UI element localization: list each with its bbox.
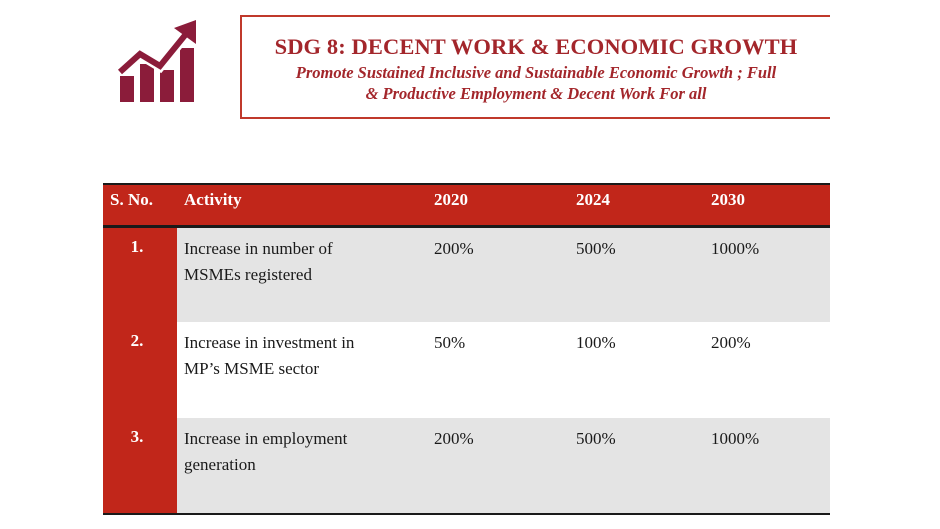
row-number: 3.	[103, 418, 177, 515]
table-row: 3. Increase in employment generation 200…	[103, 418, 830, 515]
activity-line-1: Increase in number of	[184, 238, 333, 258]
page-subtitle: Promote Sustained Inclusive and Sustaina…	[242, 62, 830, 104]
activity-cell: Increase in investment in MP’s MSME sect…	[177, 322, 427, 418]
value-2020: 200%	[427, 418, 569, 515]
header-box: SDG 8: DECENT WORK & ECONOMIC GROWTH Pro…	[240, 15, 830, 119]
value-2030: 1000%	[704, 226, 830, 322]
table-header-row: S. No. Activity 2020 2024 2030	[103, 183, 830, 228]
activity-line-1: Increase in employment	[184, 429, 348, 448]
column-header-2030: 2030	[704, 183, 830, 228]
value-2024: 500%	[569, 226, 704, 322]
value-2024: 100%	[569, 322, 704, 418]
value-2030: 200%	[704, 322, 830, 418]
activity-line-2: MSMEs registered	[184, 264, 312, 284]
subtitle-line-1: Promote Sustained Inclusive and Sustaina…	[295, 63, 777, 82]
table-row: 1. Increase in number of MSMEs registere…	[103, 226, 830, 322]
row-number: 1.	[103, 226, 177, 322]
column-header-activity: Activity	[177, 183, 427, 228]
table-row: 2. Increase in investment in MP’s MSME s…	[103, 322, 830, 418]
row-number: 2.	[103, 322, 177, 418]
activity-cell: Increase in employment generation	[177, 418, 427, 515]
activity-line-2: generation	[184, 455, 256, 474]
value-2024: 500%	[569, 418, 704, 515]
activity-line-1: Increase in investment in	[184, 333, 355, 352]
value-2030: 1000%	[704, 418, 830, 515]
activity-cell: Increase in number of MSMEs registered	[177, 226, 427, 322]
growth-chart-icon	[116, 18, 198, 104]
value-2020: 50%	[427, 322, 569, 418]
column-header-2020: 2020	[427, 183, 569, 228]
value-2020: 200%	[427, 226, 569, 322]
column-header-2024: 2024	[569, 183, 704, 228]
targets-table: S. No. Activity 2020 2024 2030 1. Increa…	[103, 183, 830, 515]
page-title: SDG 8: DECENT WORK & ECONOMIC GROWTH	[274, 34, 798, 59]
activity-line-2: MP’s MSME sector	[184, 359, 320, 378]
subtitle-line-2: & Productive Employment & Decent Work Fo…	[365, 84, 707, 103]
column-header-sno: S. No.	[103, 183, 177, 228]
